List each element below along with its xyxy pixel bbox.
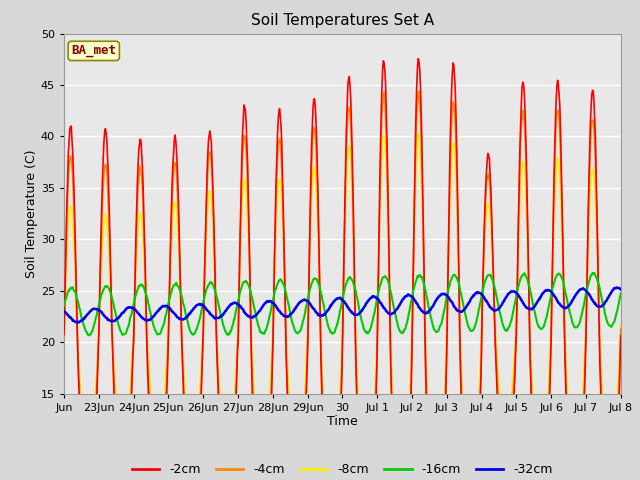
- Legend: -2cm, -4cm, -8cm, -16cm, -32cm: -2cm, -4cm, -8cm, -16cm, -32cm: [127, 458, 558, 480]
- Text: BA_met: BA_met: [71, 44, 116, 58]
- Title: Soil Temperatures Set A: Soil Temperatures Set A: [251, 13, 434, 28]
- Y-axis label: Soil Temperature (C): Soil Temperature (C): [25, 149, 38, 278]
- X-axis label: Time: Time: [327, 415, 358, 429]
